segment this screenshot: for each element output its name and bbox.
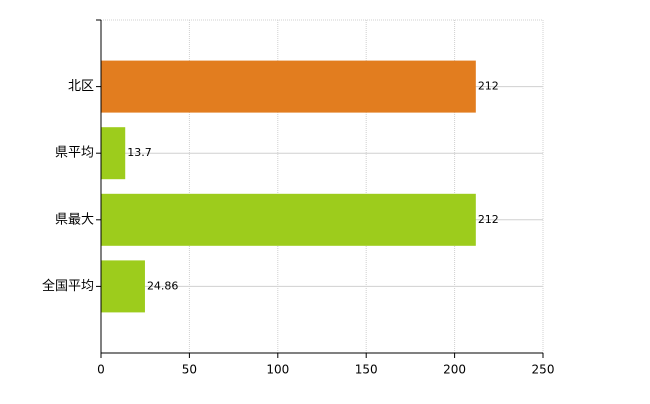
bar	[101, 193, 476, 246]
x-tick-label: 250	[532, 363, 555, 377]
x-tick-label: 150	[355, 363, 378, 377]
x-tick-label: 50	[182, 363, 197, 377]
value-label: 212	[478, 213, 499, 226]
x-tick-label: 100	[266, 363, 289, 377]
y-tick-label: 北区	[68, 79, 94, 94]
y-tick-label: 全国平均	[42, 278, 94, 294]
bar	[101, 60, 476, 113]
bar	[101, 260, 145, 313]
x-tick-label: 0	[97, 363, 105, 377]
value-label: 13.7	[127, 146, 152, 159]
bar	[101, 127, 126, 180]
value-label: 24.86	[147, 279, 179, 292]
x-tick-label: 200	[443, 363, 466, 377]
y-tick-label: 県最大	[55, 212, 94, 227]
y-tick-label: 県平均	[55, 146, 94, 161]
value-label: 212	[478, 80, 499, 93]
